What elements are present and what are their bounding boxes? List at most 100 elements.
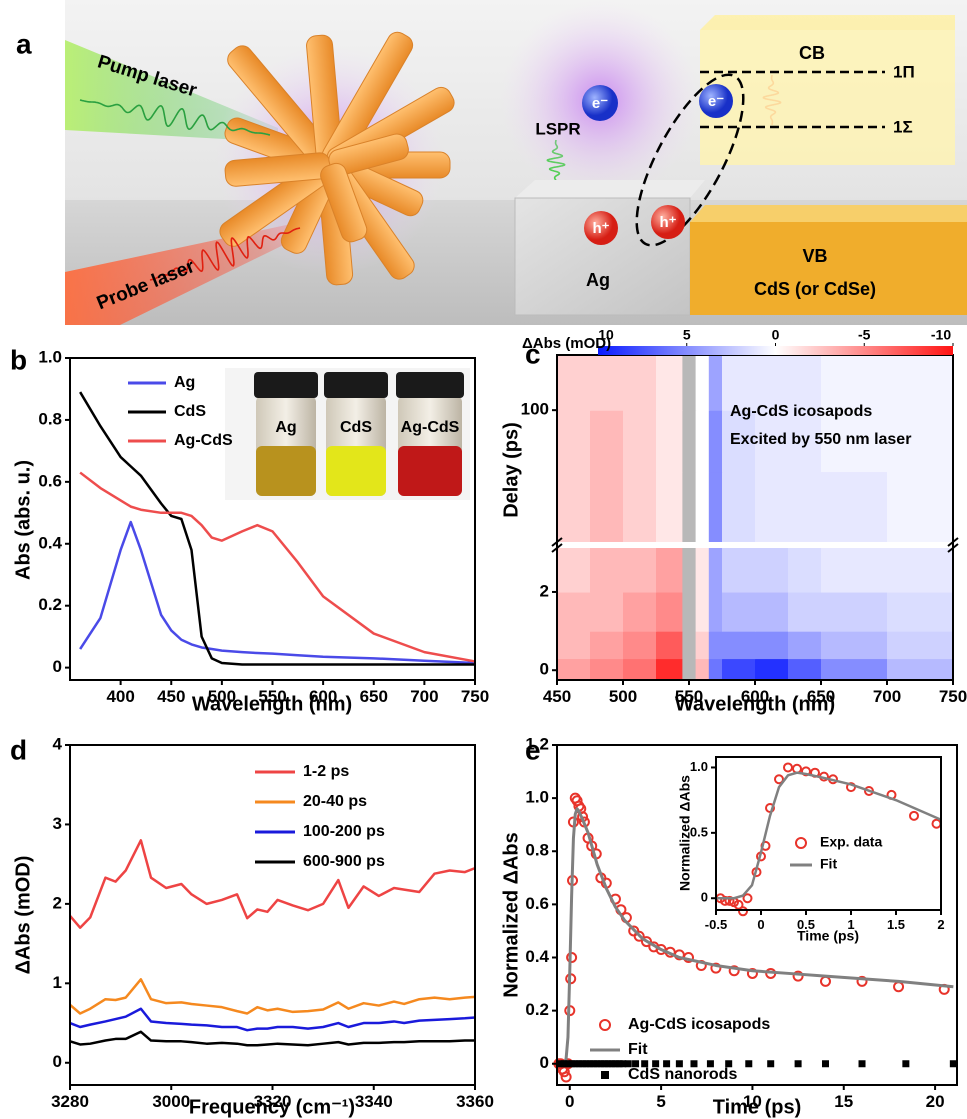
no-data [682, 355, 696, 411]
y-axis-label: ΔAbs (mOD) [12, 856, 34, 975]
x-tick-label: 1.5 [887, 917, 905, 932]
vial-liquid [326, 446, 386, 496]
x-tick-label: 3280 [51, 1092, 89, 1111]
colorbar-tick-label: 5 [683, 327, 691, 343]
x-axis-label: Frequency (cm⁻¹) [189, 1096, 355, 1118]
x-tick-label: 3340 [355, 1092, 393, 1111]
heatmap-cell [722, 631, 756, 659]
heatmap-cell [821, 545, 888, 593]
vial-liquid [398, 446, 462, 496]
x-tick-label: 15 [834, 1092, 853, 1111]
vial-liquid [256, 446, 316, 496]
legend-label: Ag-CdS icosapods [628, 1016, 770, 1033]
figure: Pump laser Probe laser CB 1Π 1Σ e⁻ e⁻ h⁺… [0, 0, 967, 1119]
heatmap-cell [755, 471, 789, 545]
heatmap-cell [696, 355, 710, 411]
legend-label: 100-200 ps [303, 823, 385, 840]
heatmap-cell [656, 631, 683, 659]
y-tick-label: 100 [521, 400, 549, 419]
heatmap-cell [557, 631, 591, 659]
heatmap-cell [887, 471, 954, 545]
heatmap-cell [623, 355, 657, 411]
legend-swatch [600, 1020, 610, 1030]
y-tick-label: 0.8 [525, 841, 549, 860]
heatmap-cell [788, 592, 822, 632]
legend-label: 600-900 ps [303, 853, 385, 870]
electron-label: e⁻ [708, 93, 724, 110]
cb-label: CB [799, 43, 825, 63]
ag-top [515, 180, 705, 198]
heatmap-cell [722, 592, 756, 632]
legend-label: Ag [174, 374, 195, 391]
legend-label: Exp. data [820, 834, 882, 850]
heatmap-cell [788, 658, 822, 680]
x-tick-label: 500 [609, 687, 637, 706]
heatmap-cell [887, 658, 954, 680]
y-tick-label: 0 [701, 890, 708, 905]
vial-label: Ag-CdS [401, 419, 460, 436]
x-tick-label: 700 [410, 687, 438, 706]
data-point [950, 1060, 957, 1067]
heatmap-cell [755, 592, 789, 632]
vial-cap [254, 372, 318, 398]
level-label: 1Σ [893, 117, 913, 136]
heatmap-cell [722, 658, 756, 680]
cds-top [690, 205, 967, 222]
y-tick-label: 1.0 [38, 347, 62, 366]
level-label: 1Π [893, 62, 915, 81]
heatmap-cell [821, 471, 888, 545]
heatmap-cell [696, 471, 710, 545]
heatmap-cell [557, 471, 591, 545]
data-point [821, 977, 830, 986]
vial-cap [396, 372, 464, 398]
no-data [682, 658, 696, 680]
y-tick-label: 0.4 [525, 947, 549, 966]
no-data [682, 410, 696, 472]
data-point [767, 1060, 774, 1067]
y-tick-label: 1 [53, 973, 62, 992]
legend-label: Ag-CdS [174, 432, 233, 449]
heatmap-cell [623, 658, 657, 680]
y-tick-label: 1.0 [690, 759, 708, 774]
data-point [859, 1060, 866, 1067]
heatmap-cell [557, 592, 591, 632]
heatmap-cell [623, 592, 657, 632]
legend-label: Fit [820, 856, 837, 872]
heatmap-cell [709, 592, 723, 632]
cds-label: CdS (or CdSe) [754, 279, 876, 299]
heatmap-cell [623, 410, 657, 472]
x-tick-label: 20 [926, 1092, 945, 1111]
legend-swatch [601, 1071, 609, 1079]
hole-label: h⁺ [592, 220, 609, 237]
y-axis-label: Abs (abs. u.) [12, 460, 34, 580]
colorbar [598, 346, 953, 355]
legend-label: CdS nanorods [628, 1066, 737, 1083]
cb-box [700, 30, 955, 165]
heatmap-cell [887, 545, 954, 593]
y-axis-label: Delay (ps) [500, 422, 522, 518]
y-tick-label: 0 [540, 660, 549, 679]
heatmap-cell [709, 471, 723, 545]
heatmap-cell [788, 471, 822, 545]
heatmap-cell [887, 355, 954, 411]
y-tick-label: 0.6 [38, 471, 62, 490]
ag-label: Ag [586, 270, 610, 290]
hole-label: h⁺ [659, 214, 676, 231]
heatmap-cell [623, 471, 657, 545]
heatmap-cell [709, 545, 723, 593]
x-tick-label: 400 [106, 687, 134, 706]
no-data [682, 631, 696, 659]
y-tick-label: 0.6 [525, 894, 549, 913]
plot-frame [70, 745, 475, 1085]
heatmap-cell [590, 355, 624, 411]
heatmap-cell [821, 658, 888, 680]
heatmap-cell [696, 545, 710, 593]
x-tick-label: 750 [939, 687, 967, 706]
legend-label: 1-2 ps [303, 763, 349, 780]
y-tick-label: 2 [540, 581, 549, 600]
panel-label: d [10, 734, 27, 765]
annotation: Ag-CdS icosapods [730, 403, 872, 420]
x-axis-label: Wavelength (nm) [675, 693, 835, 715]
heatmap-cell [821, 631, 888, 659]
y-tick-label: 2 [53, 893, 62, 912]
